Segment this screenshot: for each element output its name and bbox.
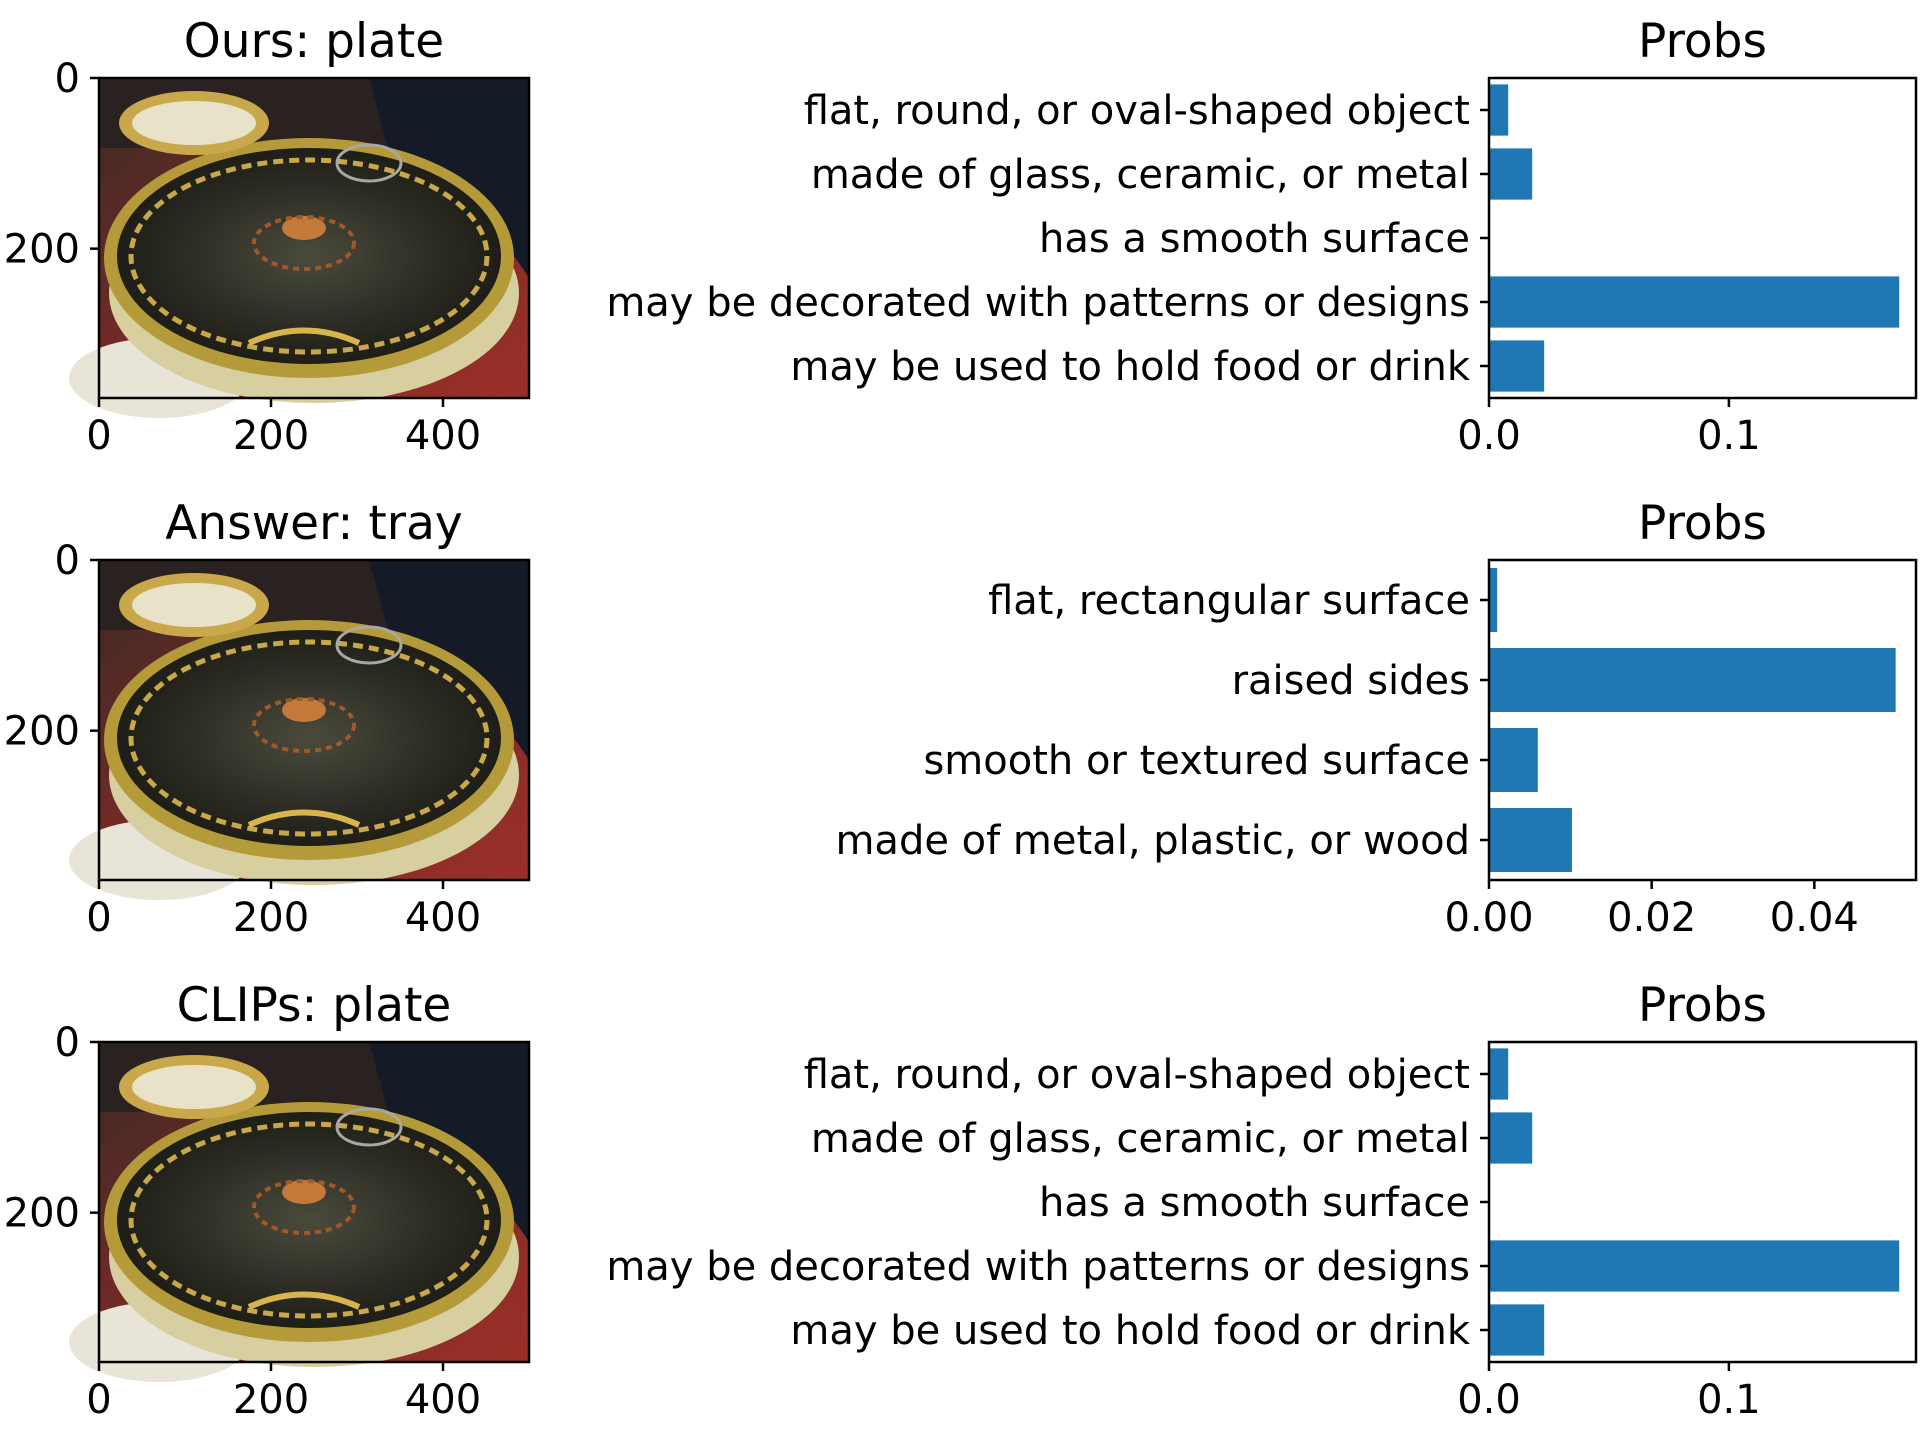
bar-axes-frame (1487, 558, 1918, 882)
image-xtick-label: 0 (86, 1377, 111, 1423)
image-ytick-label: 0 (55, 1020, 80, 1066)
figure-row: CLIPs: plate 0 200 400 0 200 flat, round, or o… (4, 978, 1918, 1423)
prob-bar (1489, 340, 1545, 392)
image-panel: CLIPs: plate 0 200 400 0 200 (4, 978, 529, 1423)
probs-bar-chart: flat, rectangular surface raised sides smo… (835, 496, 1918, 941)
image-panel: Answer: tray 0 200 400 0 200 (4, 496, 529, 941)
image-axes-frame (97, 1040, 531, 1364)
category-label: flat, round, or oval-shaped object (804, 1052, 1470, 1098)
bar-chart-title: Probs (1638, 978, 1767, 1033)
bar-xtick-label: 0.00 (1444, 895, 1533, 941)
image-panel-title: Ours: plate (184, 14, 444, 69)
image-axes-frame (97, 76, 531, 400)
category-label: may be used to hold food or drink (790, 344, 1470, 390)
category-label: has a smooth surface (1039, 1180, 1470, 1226)
figure-row: Ours: plate 0 200 400 0 200 flat, round, or ov… (4, 14, 1918, 459)
image-ytick-label: 0 (55, 538, 80, 584)
category-label: smooth or textured surface (923, 738, 1470, 784)
image-xtick-label: 400 (405, 1377, 481, 1423)
category-label: made of metal, plastic, or wood (835, 818, 1470, 864)
category-label: flat, rectangular surface (988, 578, 1470, 624)
image-ytick-label: 0 (55, 56, 80, 102)
prob-bar (1489, 1112, 1533, 1164)
image-xtick-label: 400 (405, 895, 481, 941)
subplot-grid: Ours: plate 0 200 400 0 200 flat, round, or ov… (4, 14, 1918, 1423)
prob-bar (1489, 148, 1533, 200)
bar-xtick-label: 0.1 (1697, 413, 1761, 459)
prob-bar (1489, 728, 1538, 792)
bar-xtick-label: 0.1 (1697, 1377, 1761, 1423)
image-xtick-label: 200 (233, 895, 309, 941)
bar-axes-frame (1487, 76, 1918, 400)
bar-axes-frame (1487, 1040, 1918, 1364)
prob-bar (1489, 1240, 1900, 1292)
probs-bar-chart: flat, round, or oval-shaped object made o… (606, 14, 1918, 459)
prob-bar (1489, 276, 1900, 328)
image-ytick-label: 200 (4, 1191, 80, 1237)
category-label: made of glass, ceramic, or metal (811, 1116, 1470, 1162)
image-xtick-label: 0 (86, 895, 111, 941)
image-xtick-label: 0 (86, 413, 111, 459)
image-xtick-label: 400 (405, 413, 481, 459)
prob-bar (1489, 648, 1896, 712)
image-panel-title: CLIPs: plate (177, 978, 452, 1033)
figure-row: Answer: tray 0 200 400 0 200 flat, rectangular… (4, 496, 1918, 941)
prob-bar (1489, 1304, 1545, 1356)
bar-xtick-label: 0.0 (1457, 413, 1521, 459)
bar-xtick-label: 0.02 (1607, 895, 1696, 941)
prob-bar (1489, 84, 1509, 136)
tray-photo-image (69, 78, 529, 418)
image-xtick-label: 200 (233, 413, 309, 459)
prob-bar (1489, 568, 1498, 632)
category-label: flat, round, or oval-shaped object (804, 88, 1470, 134)
image-xtick-label: 200 (233, 1377, 309, 1423)
category-label: made of glass, ceramic, or metal (811, 152, 1470, 198)
bar-chart-title: Probs (1638, 496, 1767, 551)
image-ytick-label: 200 (4, 709, 80, 755)
category-label: may be used to hold food or drink (790, 1308, 1470, 1354)
category-label: may be decorated with patterns or design… (606, 1244, 1470, 1290)
prob-bar (1489, 808, 1572, 872)
image-ytick-label: 200 (4, 227, 80, 273)
image-axes-frame (97, 558, 531, 882)
tray-photo-image (69, 560, 529, 900)
bar-xtick-label: 0.04 (1770, 895, 1859, 941)
probs-bar-chart: flat, round, or oval-shaped object made o… (606, 978, 1918, 1423)
image-panel-title: Answer: tray (165, 496, 462, 551)
prob-bar (1489, 1048, 1509, 1100)
image-panel: Ours: plate 0 200 400 0 200 (4, 14, 529, 459)
tray-photo-image (69, 1042, 529, 1382)
category-label: may be decorated with patterns or design… (606, 280, 1470, 326)
bar-xtick-label: 0.0 (1457, 1377, 1521, 1423)
bar-chart-title: Probs (1638, 14, 1767, 69)
category-label: raised sides (1232, 658, 1470, 704)
category-label: has a smooth surface (1039, 216, 1470, 262)
